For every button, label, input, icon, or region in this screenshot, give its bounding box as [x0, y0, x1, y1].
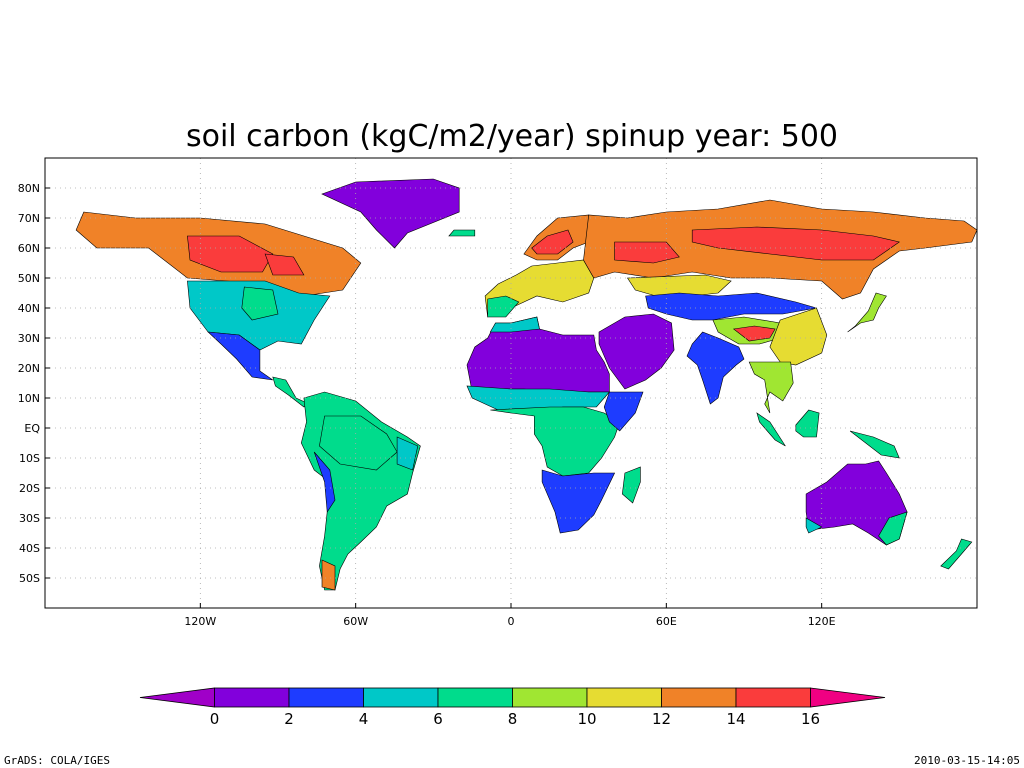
lon-tick-label: 60W [343, 615, 368, 628]
region-greenland [321, 178, 460, 249]
region-amazon [319, 415, 398, 471]
region-sumatra [756, 412, 786, 447]
region-central-africa [490, 406, 621, 477]
region-japan [847, 292, 887, 333]
region-southern-africa [541, 469, 616, 534]
lat-tick-label: 20N [18, 362, 40, 375]
region-canada-core [187, 235, 274, 273]
colorbar: 0 2 4 6 8 10 12 14 16 [139, 687, 886, 728]
map-frame: 80N 70N 60N 50N 40N 30N 20N 10N EQ 10S 20S 30S 40S 50… [18, 157, 978, 628]
region-borneo [795, 409, 820, 438]
region-west-siberia [614, 241, 680, 264]
region-middle-east [598, 313, 675, 390]
colorbar-segment [735, 687, 811, 708]
lat-lon-grid [45, 158, 977, 608]
colorbar-segment [214, 687, 290, 708]
latitude-axis: 80N 70N 60N 50N 40N 30N 20N 10N EQ 10S 20S 30S 40S 50… [18, 182, 50, 585]
region-hudson-peat [264, 253, 305, 276]
region-andes [313, 451, 336, 513]
region-sahel [466, 385, 611, 414]
region-madagascar [621, 466, 641, 504]
lat-tick-label: 30S [19, 512, 40, 525]
colorbar-segment [586, 687, 662, 708]
lat-tick-label: 20S [19, 482, 40, 495]
colorbar-label: 10 [577, 710, 596, 728]
region-iberia [487, 295, 520, 318]
lon-tick-label: 0 [508, 615, 515, 628]
region-australia-se [878, 511, 908, 546]
colorbar-label: 12 [652, 710, 671, 728]
region-patagonia [321, 559, 336, 591]
lon-tick-label: 120W [184, 615, 216, 628]
lat-tick-label: 40N [18, 302, 40, 315]
colorbar-label: 2 [284, 710, 294, 728]
region-horn-of-africa [603, 391, 644, 432]
lat-tick-label: 10S [19, 452, 40, 465]
colorbar-segment [661, 687, 737, 708]
region-maghreb [489, 316, 540, 333]
region-se-asia [748, 361, 794, 414]
lat-tick-label: 50S [19, 572, 40, 585]
region-scandinavia-core [531, 229, 574, 255]
region-tibet-hot [732, 325, 776, 342]
region-mexico [207, 331, 273, 381]
region-australia-sw [805, 517, 823, 534]
colorbar-label: 14 [726, 710, 745, 728]
lat-tick-label: 30N [18, 332, 40, 345]
lat-tick-label: 80N [18, 182, 40, 195]
lat-tick-label: 60N [18, 242, 40, 255]
lat-tick-label: 10N [18, 392, 40, 405]
colorbar-segment [437, 687, 513, 708]
region-brazil-east [396, 436, 419, 471]
longitude-axis: 120W 60W 0 60E 120E [184, 603, 836, 628]
lon-tick-label: 60E [656, 615, 677, 628]
region-central-asia-desert [645, 292, 817, 321]
region-siberia-core [691, 226, 901, 261]
lat-tick-label: 40S [19, 542, 40, 555]
footer-left: GrADS: COLA/IGES [4, 754, 110, 767]
colorbar-segment [139, 687, 215, 708]
colorbar-label: 8 [508, 710, 518, 728]
region-central-america [272, 376, 310, 408]
region-new-zealand [940, 538, 973, 570]
lon-tick-label: 120E [808, 615, 836, 628]
lat-tick-label: EQ [24, 422, 40, 435]
colorbar-label: 16 [801, 710, 820, 728]
soil-carbon-fills [75, 178, 977, 591]
footer-right: 2010-03-15-14:05 [914, 754, 1020, 767]
chart-title: soil carbon (kgC/m2/year) spinup year: 5… [186, 119, 838, 154]
region-kazakhstan-steppe [626, 274, 732, 300]
colorbar-segment [512, 687, 588, 708]
region-us-plains [241, 286, 279, 321]
lat-tick-label: 50N [18, 272, 40, 285]
lat-tick-label: 70N [18, 212, 40, 225]
region-iceland [448, 229, 476, 237]
region-china-east [769, 307, 828, 366]
colorbar-segment [810, 687, 886, 708]
colorbar-segment [363, 687, 439, 708]
colorbar-label: 4 [359, 710, 369, 728]
colorbar-label: 0 [210, 710, 220, 728]
colorbar-label: 6 [433, 710, 443, 728]
colorbar-segment [288, 687, 364, 708]
region-new-guinea [849, 430, 900, 459]
